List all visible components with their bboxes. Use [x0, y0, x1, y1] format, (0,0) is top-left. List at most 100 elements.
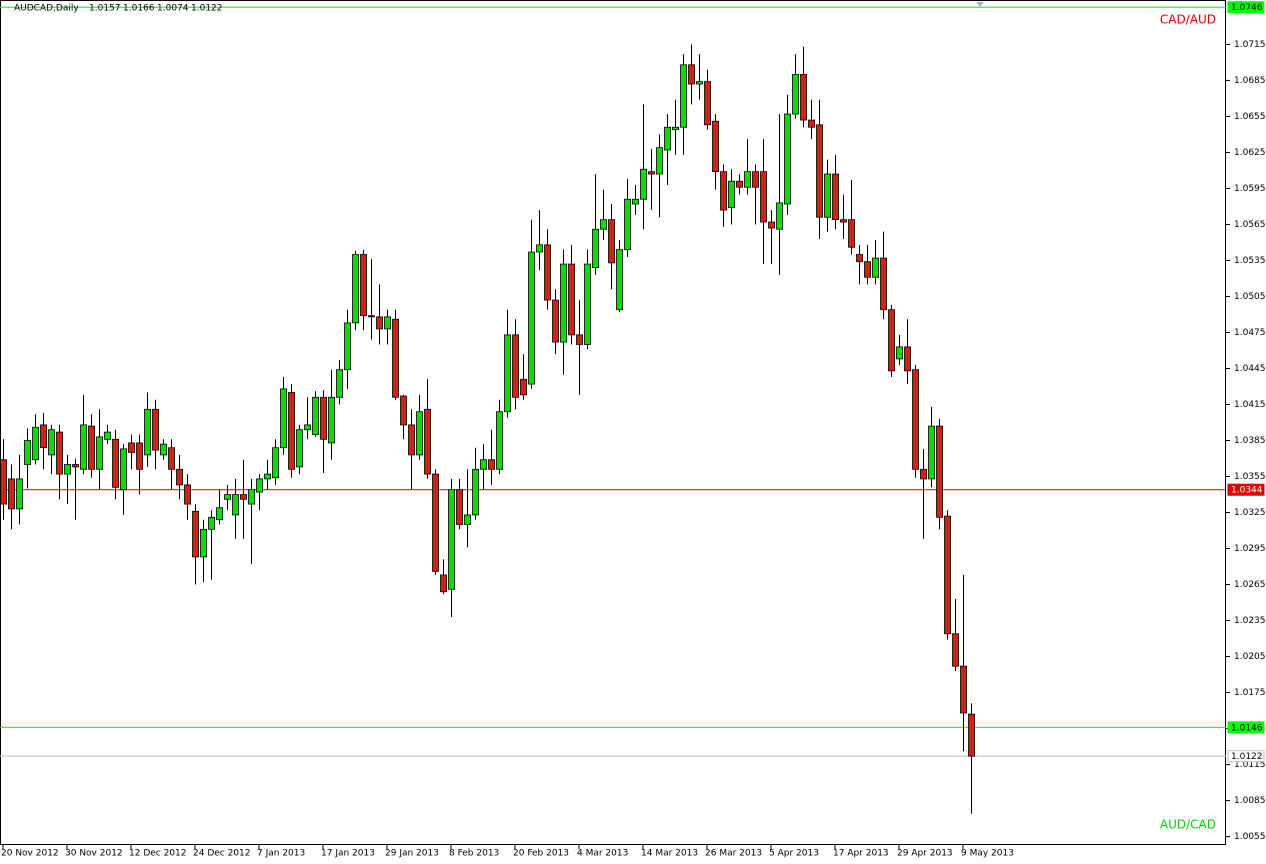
level-label-box: [1227, 721, 1265, 734]
candle-body: [24, 440, 31, 465]
header-price: 1.0166: [123, 4, 155, 14]
pair-label: CAD/AUD: [1160, 13, 1216, 27]
y-tick-label: 1.0235: [1234, 616, 1266, 626]
candle-body: [584, 263, 591, 345]
x-tick-label: 7 Jan 2013: [257, 849, 305, 859]
candle-body: [928, 425, 935, 480]
candle-body: [568, 263, 575, 336]
candle-body: [744, 171, 751, 188]
y-tick-label: 1.0655: [1234, 112, 1266, 122]
candle-body: [512, 334, 519, 398]
candle-body: [800, 74, 807, 121]
y-tick-label: 1.0565: [1234, 220, 1266, 230]
level-label: 1.0344: [1231, 486, 1263, 496]
candle-body: [304, 424, 311, 431]
x-tick-label: 20 Nov 2012: [1, 849, 59, 859]
candle-body: [248, 489, 255, 505]
candle-body: [456, 489, 463, 525]
candle-body: [672, 126, 679, 131]
candle-body: [136, 442, 143, 470]
candle-body: [336, 369, 343, 398]
candle-body: [160, 443, 167, 456]
candle-body: [864, 261, 871, 278]
candle-body: [680, 64, 687, 128]
x-tick-label: 4 Mar 2013: [577, 849, 628, 859]
candle-body: [592, 228, 599, 269]
candle-body: [184, 484, 191, 505]
candle-body: [112, 438, 119, 488]
y-tick-label: 1.0355: [1234, 472, 1266, 482]
candle-body: [96, 436, 103, 470]
candle-body: [216, 507, 223, 521]
candle-body: [720, 171, 727, 211]
candle-body: [768, 221, 775, 229]
candle-body: [880, 257, 887, 311]
pair-label: AUD/CAD: [1160, 818, 1216, 832]
candle-body: [656, 147, 663, 175]
x-tick-label: 8 Feb 2013: [449, 849, 499, 859]
candle-body: [424, 408, 431, 475]
candle-body: [344, 322, 351, 371]
candle-body: [648, 171, 655, 175]
candle-body: [176, 468, 183, 486]
candle-body: [688, 64, 695, 85]
candle-body: [920, 468, 927, 480]
candle-body: [544, 244, 551, 301]
candle-body: [104, 431, 111, 440]
candle-body: [576, 334, 583, 345]
candle-body: [208, 516, 215, 530]
candle-body: [960, 665, 967, 714]
header-price: 1.0157: [89, 4, 121, 14]
candle-body: [448, 489, 455, 590]
candle-body: [32, 426, 39, 461]
candle-body: [384, 316, 391, 330]
candle-body: [440, 574, 447, 593]
header-price: 1.0122: [191, 4, 223, 14]
candle-body: [0, 459, 7, 505]
candle-body: [896, 346, 903, 360]
candle-body: [352, 254, 359, 324]
candle-body: [552, 299, 559, 343]
candle-body: [120, 448, 127, 491]
candle-body: [472, 468, 479, 516]
level-label-box: [1227, 750, 1265, 763]
candle-body: [80, 424, 87, 470]
candle-body: [760, 171, 767, 223]
candle-body: [968, 713, 975, 757]
candle-body: [408, 424, 415, 456]
candle-body: [64, 464, 71, 475]
candle-body: [536, 244, 543, 253]
candle-body: [496, 411, 503, 470]
candle-body: [168, 447, 175, 470]
candle-body: [256, 478, 263, 493]
candle-body: [840, 219, 847, 223]
candle-body: [488, 459, 495, 470]
y-tick-label: 1.0685: [1234, 76, 1266, 86]
candle-body: [504, 334, 511, 413]
x-tick-label: 29 Jan 2013: [385, 849, 439, 859]
candle-body: [712, 120, 719, 173]
candle-body: [320, 396, 327, 440]
candle-body: [776, 202, 783, 230]
candle-body: [288, 392, 295, 470]
candle-body: [8, 478, 15, 510]
candle-body: [696, 81, 703, 85]
x-tick-label: 5 Apr 2013: [769, 849, 819, 859]
candle-body: [224, 494, 231, 500]
candle-body: [664, 126, 671, 151]
y-tick-label: 1.0475: [1234, 328, 1266, 338]
candle-body: [376, 316, 383, 330]
x-tick-label: 26 Mar 2013: [705, 849, 762, 859]
candle-body: [944, 515, 951, 635]
candle-body: [264, 473, 271, 480]
level-label-box: [1227, 1, 1265, 14]
y-tick-label: 1.0595: [1234, 184, 1266, 194]
candle-body: [16, 478, 23, 510]
y-tick-label: 1.0415: [1234, 400, 1266, 410]
x-tick-label: 29 Apr 2013: [897, 849, 953, 859]
candle-body: [752, 171, 759, 188]
candle-body: [128, 442, 135, 453]
shift-marker: [976, 2, 984, 7]
